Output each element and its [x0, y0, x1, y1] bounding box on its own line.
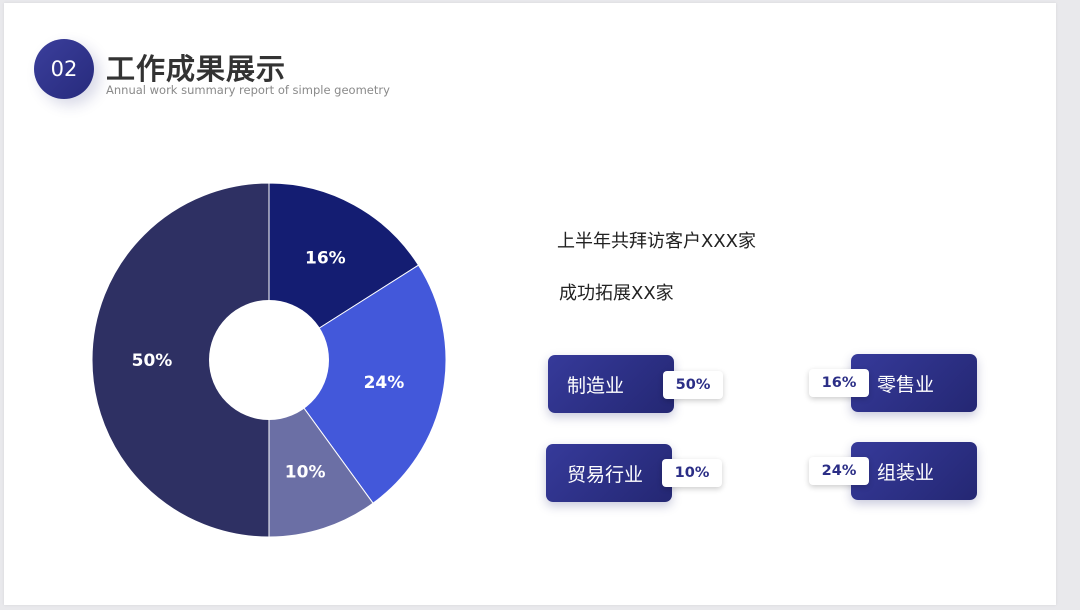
- category-label: 制造业: [567, 374, 625, 397]
- donut-chart: 16% 24% 10% 50%: [91, 182, 447, 538]
- category-label: 贸易行业: [567, 463, 644, 486]
- donut-label-2: 10%: [285, 462, 326, 482]
- donut-label-0: 16%: [305, 248, 346, 268]
- donut-label-3: 50%: [132, 351, 173, 371]
- percent-value: 24%: [821, 463, 857, 479]
- stat-visited: 上半年共拜访客户XXX家: [557, 231, 756, 252]
- donut-slice-1: [268, 264, 447, 504]
- category-manufacturing: 制造业: [548, 355, 674, 413]
- percent-tag-trade: 10%: [662, 459, 722, 487]
- donut-label-1: 24%: [364, 373, 405, 393]
- percent-value: 10%: [674, 465, 710, 481]
- category-retail: 零售业: [851, 354, 977, 412]
- donut-hole: [209, 300, 329, 420]
- stat-expanded: 成功拓展XX家: [559, 283, 674, 304]
- percent-value: 16%: [821, 375, 857, 391]
- percent-tag-assembly: 24%: [809, 457, 869, 485]
- category-trade: 贸易行业: [546, 444, 672, 502]
- percent-tag-retail: 16%: [809, 369, 869, 397]
- donut-slice-3: [91, 182, 270, 538]
- page-subtitle: Annual work summary report of simple geo…: [106, 83, 390, 97]
- percent-value: 50%: [675, 377, 711, 393]
- page-title: 工作成果展示: [106, 52, 287, 86]
- category-assembly: 组装业: [851, 442, 977, 500]
- section-number: 02: [50, 57, 78, 81]
- slide: 02 工作成果展示 Annual work summary report of …: [4, 3, 1056, 605]
- section-number-badge: 02: [34, 39, 94, 99]
- category-label: 零售业: [877, 373, 935, 396]
- category-label: 组装业: [877, 461, 935, 484]
- percent-tag-manufacturing: 50%: [663, 371, 723, 399]
